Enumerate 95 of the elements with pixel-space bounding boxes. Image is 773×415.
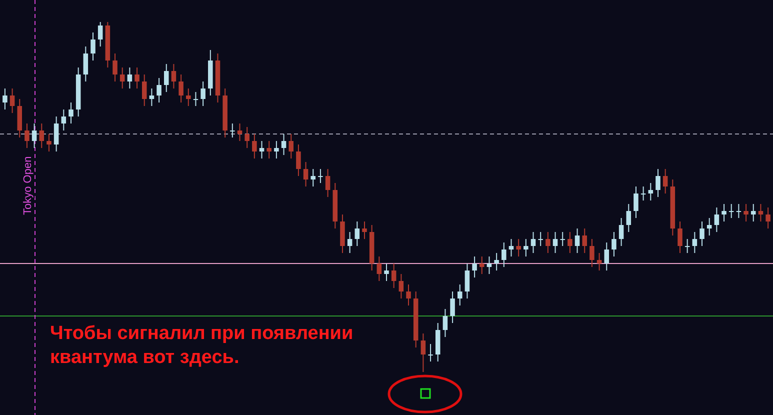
candlestick bbox=[61, 109, 66, 131]
candlestick bbox=[281, 134, 286, 156]
candlestick bbox=[171, 64, 176, 89]
candlestick bbox=[178, 74, 184, 103]
candlestick bbox=[568, 232, 572, 254]
candlestick bbox=[303, 162, 308, 187]
candlestick bbox=[310, 168, 316, 187]
candlestick bbox=[127, 67, 132, 89]
candlestick bbox=[656, 168, 660, 198]
candlestick bbox=[480, 256, 484, 274]
candlestick bbox=[508, 238, 514, 257]
candlestick bbox=[296, 144, 301, 176]
candlestick bbox=[472, 256, 477, 278]
candlestick bbox=[362, 221, 367, 240]
candlestick bbox=[662, 168, 668, 194]
candlestick bbox=[634, 186, 638, 218]
candlestick bbox=[457, 284, 462, 306]
candlestick bbox=[398, 274, 404, 299]
candlestick bbox=[54, 116, 59, 152]
candlestick bbox=[700, 221, 704, 246]
candlestick bbox=[193, 92, 198, 106]
candlestick bbox=[259, 140, 264, 159]
candlestick bbox=[149, 88, 154, 106]
candlestick bbox=[582, 228, 587, 254]
candlestick bbox=[604, 242, 610, 271]
candlestick bbox=[574, 228, 580, 254]
candlestick bbox=[274, 140, 279, 159]
candlestick bbox=[200, 81, 206, 106]
candlestick bbox=[486, 256, 492, 274]
candlestick bbox=[347, 232, 352, 254]
annotation: Чтобы сигналил при появлении квантума вот здесь. bbox=[50, 322, 354, 370]
candlestick bbox=[530, 232, 536, 254]
annotation: Tokyo Open bbox=[22, 156, 34, 215]
candlestick bbox=[626, 204, 632, 232]
candlestick bbox=[24, 123, 30, 148]
candlestick bbox=[112, 53, 118, 82]
candlestick bbox=[318, 168, 323, 184]
candlestick bbox=[384, 263, 389, 282]
candlestick bbox=[758, 204, 764, 222]
candlestick bbox=[237, 123, 242, 142]
candlestick bbox=[684, 238, 690, 254]
candlestick bbox=[524, 238, 528, 257]
candlestick bbox=[692, 232, 698, 254]
candlestick bbox=[502, 242, 506, 268]
candlestick bbox=[325, 168, 330, 198]
candlestick bbox=[83, 46, 88, 82]
candlestick bbox=[728, 204, 734, 218]
candlestick bbox=[750, 204, 756, 222]
candlestick bbox=[494, 252, 499, 271]
candlestick bbox=[376, 256, 382, 282]
candlestick bbox=[442, 308, 448, 338]
candlestick bbox=[450, 291, 455, 324]
candlestick bbox=[68, 102, 74, 124]
candlestick bbox=[156, 78, 162, 103]
candlestick bbox=[244, 126, 250, 148]
candlestick bbox=[516, 238, 521, 257]
candlestick bbox=[98, 22, 103, 47]
candlestick bbox=[230, 123, 235, 138]
candlestick bbox=[120, 67, 125, 89]
candlestick bbox=[714, 207, 720, 232]
candlestick bbox=[10, 88, 15, 114]
candlestick bbox=[252, 134, 257, 159]
candlestick bbox=[391, 263, 396, 288]
candlestick bbox=[590, 238, 594, 268]
candlestick bbox=[32, 123, 37, 148]
candlestick bbox=[640, 186, 646, 201]
candlestick bbox=[618, 218, 624, 246]
candlestick bbox=[420, 333, 426, 372]
candlestick bbox=[744, 204, 748, 222]
candlestick bbox=[90, 32, 96, 61]
candlestick bbox=[134, 67, 140, 89]
candlestick bbox=[164, 64, 169, 92]
candlestick bbox=[552, 232, 558, 254]
candlestick bbox=[596, 252, 602, 271]
candlestick bbox=[39, 123, 44, 148]
candlestick bbox=[46, 134, 52, 152]
candlestick bbox=[354, 221, 360, 246]
candlestick bbox=[722, 204, 726, 222]
candlestick bbox=[2, 88, 8, 110]
candlestick bbox=[706, 218, 712, 236]
candlestick bbox=[186, 88, 191, 106]
candlestick bbox=[428, 344, 433, 362]
candlestick bbox=[648, 182, 654, 201]
candlestick bbox=[266, 140, 272, 159]
candlestick bbox=[288, 134, 294, 159]
candlestick bbox=[464, 263, 470, 299]
candlestick bbox=[612, 232, 616, 257]
candlestick bbox=[560, 232, 565, 246]
candlestick bbox=[546, 232, 550, 254]
candlestick bbox=[678, 221, 682, 254]
candlestick bbox=[538, 232, 543, 246]
candlestick bbox=[406, 284, 411, 306]
candlestick bbox=[766, 207, 770, 229]
candlestick bbox=[142, 74, 147, 106]
candlestick bbox=[736, 204, 742, 218]
